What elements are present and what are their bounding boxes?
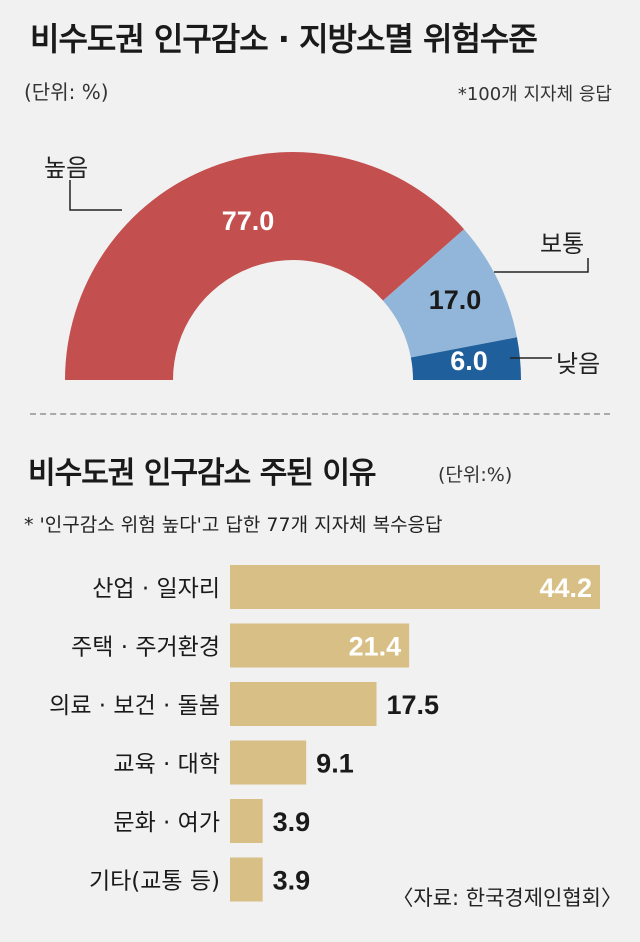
- bar-chart-title: 비수도권 인구감소 주된 이유: [28, 456, 377, 491]
- bar-value-label-1: 21.4: [349, 632, 402, 662]
- donut-chart: 77.0 17.0 6.0: [65, 151, 589, 380]
- category-label-high: 높음: [44, 154, 89, 182]
- bar-category-label-2: 의료 · 보건 · 돌봄: [49, 693, 220, 719]
- bar-0: [230, 565, 600, 609]
- bar-category-label-5: 기타(교통 등): [89, 869, 220, 895]
- donut-unit-label: (단위: %): [24, 80, 109, 104]
- category-label-medium: 보통: [540, 230, 585, 258]
- donut-slice-high: [65, 151, 465, 380]
- bar-category-label-3: 교육 · 대학: [113, 752, 220, 778]
- source-credit: 〈자료: 한국경제인협회〉: [392, 886, 622, 910]
- bar-category-label-4: 문화 · 여가: [113, 810, 220, 836]
- bar-unit-label: (단위:%): [438, 464, 513, 486]
- leader-line-high: [69, 180, 122, 211]
- donut-value-label-low: 6.0: [450, 346, 488, 376]
- donut-value-label-medium: 17.0: [429, 285, 482, 315]
- bar-value-label-4: 3.9: [273, 807, 311, 837]
- leader-line-medium: [494, 258, 589, 273]
- bar-value-label-2: 17.5: [386, 690, 439, 720]
- bar-category-label-0: 산업 · 일자리: [92, 576, 220, 602]
- bar-category-label-1: 주택 · 주거환경: [71, 635, 220, 661]
- donut-chart-title: 비수도권 인구감소 · 지방소멸 위험수준: [30, 20, 538, 58]
- section-divider: [30, 413, 610, 415]
- category-label-low: 낮음: [556, 350, 601, 378]
- bar-value-label-5: 3.9: [273, 866, 311, 896]
- donut-note: *100개 지자체 응답: [457, 84, 612, 105]
- bar-3: [230, 740, 307, 785]
- bar-4: [230, 799, 263, 843]
- donut-slice-medium: [383, 229, 517, 358]
- donut-slice-low: [410, 337, 521, 380]
- bar-1: [230, 623, 410, 668]
- bar-2: [230, 682, 377, 726]
- bar-value-label-3: 9.1: [316, 749, 354, 779]
- bar-value-label-0: 44.2: [539, 573, 592, 603]
- bar-note: * '인구감소 위험 높다'고 답한 77개 지자체 복수응답: [24, 514, 443, 536]
- bar-5: [230, 857, 263, 902]
- donut-value-label-high: 77.0: [222, 206, 275, 236]
